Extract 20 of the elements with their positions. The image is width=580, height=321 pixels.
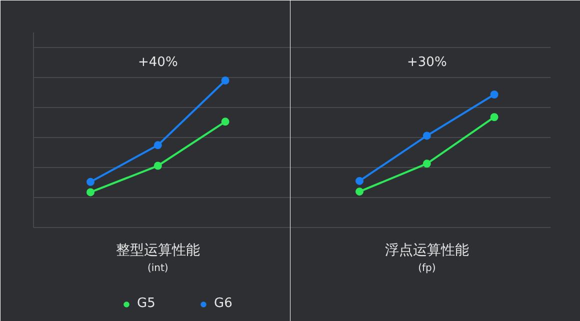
text: +40% — [138, 55, 178, 70]
point — [221, 76, 230, 84]
point — [154, 162, 162, 170]
x-axis-title: 整型运算性能 — [116, 242, 200, 258]
point — [490, 113, 498, 122]
point — [86, 178, 94, 186]
text: (fp) — [418, 263, 436, 274]
legend-label: G5 — [137, 296, 156, 311]
point — [422, 132, 431, 140]
point — [356, 176, 364, 185]
point — [86, 188, 94, 196]
point — [154, 141, 162, 150]
point — [422, 160, 431, 168]
point — [490, 90, 498, 98]
text: (int) — [147, 263, 168, 274]
legend-label: G6 — [214, 296, 234, 311]
x-axis-title: 浮点运算性能 — [384, 242, 469, 258]
point — [356, 188, 364, 196]
point — [221, 118, 230, 126]
text: +30% — [407, 55, 447, 70]
